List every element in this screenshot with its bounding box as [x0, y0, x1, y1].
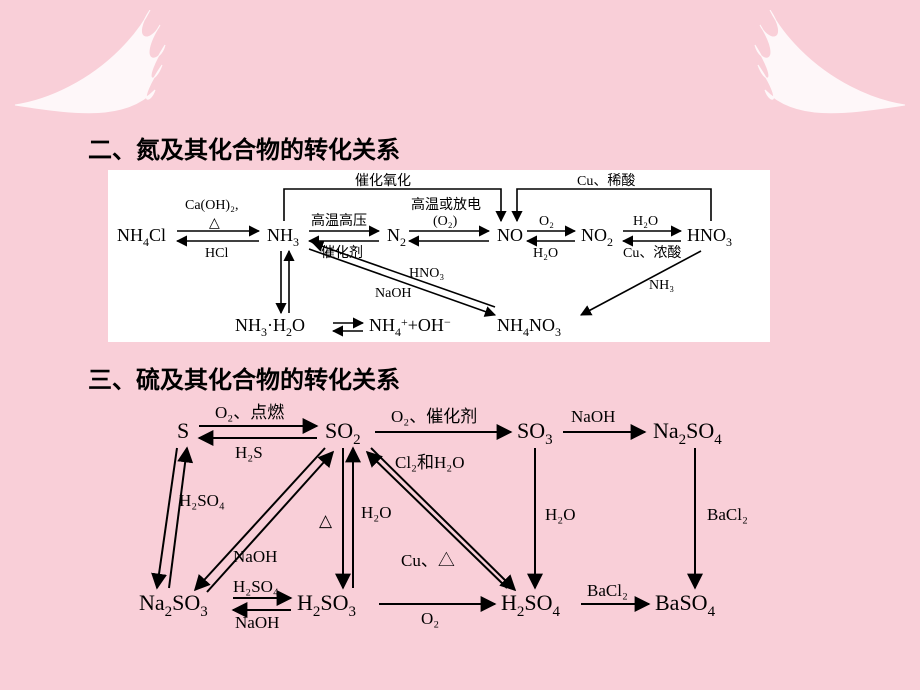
svg-text:NaOH: NaOH — [375, 286, 412, 301]
svg-text:H2SO3: H2SO3 — [297, 590, 356, 620]
svg-text:BaCl₂: BaCl₂ — [707, 505, 748, 524]
svg-text:NH4NO3: NH4NO3 — [497, 315, 561, 339]
svg-text:NH3·H2O: NH3·H2O — [235, 315, 305, 339]
wing-right-decoration — [750, 10, 910, 120]
svg-text:BaCl₂: BaCl₂ — [587, 581, 628, 600]
svg-text:H₂SO₄: H₂SO₄ — [179, 491, 225, 510]
heading-nitrogen: 二、氮及其化合物的转化关系 — [88, 130, 400, 165]
svg-text:催化剂: 催化剂 — [321, 245, 363, 261]
svg-text:H₂O: H₂O — [633, 214, 658, 229]
svg-text:HCl: HCl — [205, 246, 228, 261]
svg-text:H₂S: H₂S — [235, 443, 263, 462]
svg-text:Cu、浓酸: Cu、浓酸 — [623, 245, 681, 261]
svg-text:NH3: NH3 — [267, 225, 299, 249]
svg-text:N2: N2 — [387, 225, 406, 249]
svg-text:高温或放电: 高温或放电 — [411, 196, 481, 213]
svg-text:S: S — [177, 418, 189, 443]
svg-text:NH₃: NH₃ — [649, 278, 674, 293]
svg-text:H₂O: H₂O — [533, 246, 558, 261]
svg-text:O₂、催化剂: O₂、催化剂 — [391, 407, 477, 426]
svg-text:H2SO4: H2SO4 — [501, 590, 561, 620]
diagram-nitrogen: NH4Cl NH3 N2 NO NO2 HNO3 NH3·H2O NH4++OH… — [108, 170, 770, 342]
svg-text:O₂: O₂ — [421, 609, 439, 628]
svg-text:△: △ — [319, 511, 333, 530]
svg-text:(O₂): (O₂) — [433, 214, 458, 229]
svg-text:NH4Cl: NH4Cl — [117, 225, 166, 249]
svg-text:H₂SO₄: H₂SO₄ — [233, 577, 279, 596]
svg-text:HNO₃: HNO₃ — [409, 266, 444, 281]
svg-text:O₂: O₂ — [539, 214, 554, 229]
svg-text:Cu、△: Cu、△ — [401, 551, 455, 570]
svg-text:HNO3: HNO3 — [687, 225, 732, 249]
svg-text:H₂O: H₂O — [361, 503, 391, 522]
svg-text:SO2: SO2 — [325, 418, 361, 448]
diagram-sulfur: S SO2 SO3 Na2SO4 Na2SO3 H2SO3 H2SO4 BaSO… — [115, 396, 795, 640]
svg-text:BaSO4: BaSO4 — [655, 590, 716, 620]
wing-left-decoration — [10, 10, 170, 120]
svg-text:NaOH: NaOH — [235, 613, 279, 632]
svg-text:Na2SO4: Na2SO4 — [653, 418, 722, 448]
svg-text:Cu、稀酸: Cu、稀酸 — [577, 173, 635, 189]
heading-sulfur: 三、硫及其化合物的转化关系 — [88, 360, 400, 395]
svg-text:O₂、点燃: O₂、点燃 — [215, 403, 284, 422]
svg-text:△: △ — [209, 216, 220, 231]
svg-text:NaOH: NaOH — [571, 407, 615, 426]
svg-text:高温高压: 高温高压 — [311, 212, 367, 229]
svg-text:SO3: SO3 — [517, 418, 553, 448]
svg-text:Ca(OH)₂,: Ca(OH)₂, — [185, 198, 238, 213]
svg-text:催化氧化: 催化氧化 — [355, 173, 411, 189]
svg-text:NH4++OH−: NH4++OH− — [369, 315, 451, 339]
svg-text:Na2SO3: Na2SO3 — [139, 590, 208, 620]
svg-text:NO: NO — [497, 225, 523, 245]
svg-text:H₂O: H₂O — [545, 505, 575, 524]
svg-text:Cl₂和H₂O: Cl₂和H₂O — [395, 453, 464, 472]
svg-text:NO2: NO2 — [581, 225, 613, 249]
svg-text:NaOH: NaOH — [233, 547, 277, 566]
